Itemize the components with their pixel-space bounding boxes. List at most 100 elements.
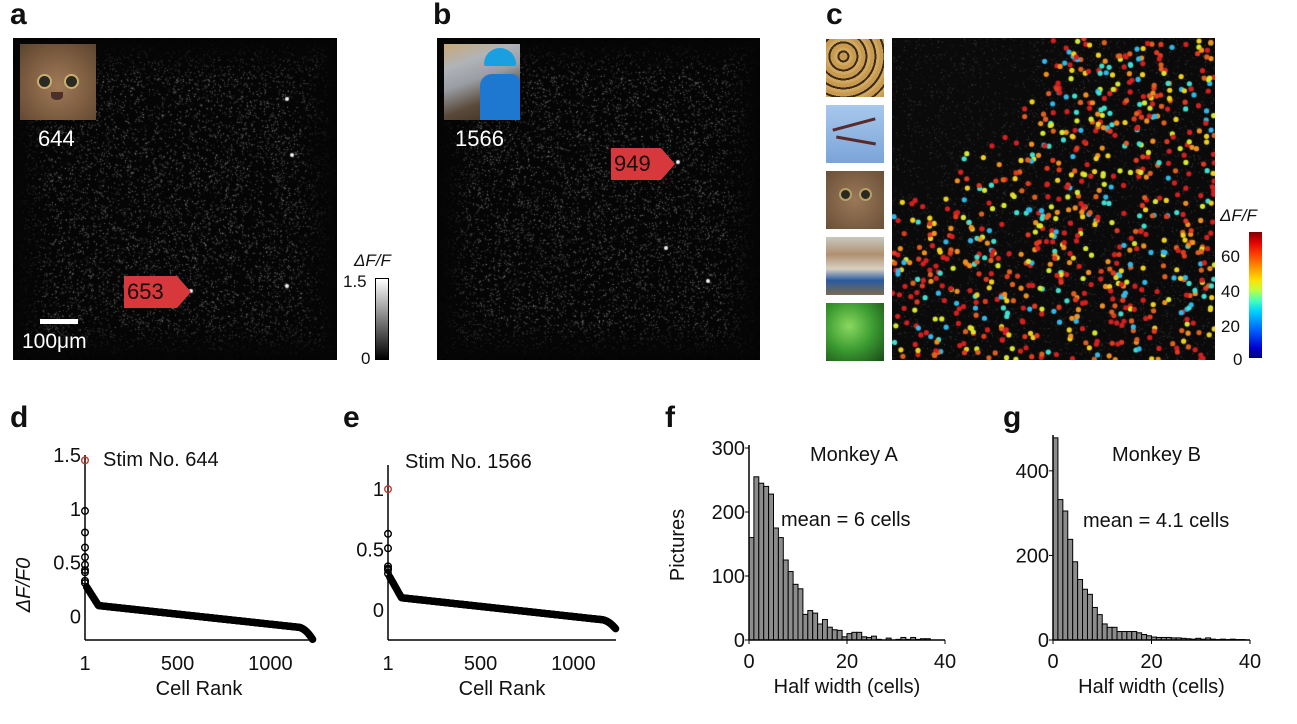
x-tick-label: 500 (464, 653, 497, 675)
histogram-bar (1121, 631, 1128, 641)
chart-title: Monkey B (1112, 444, 1201, 466)
y-tick-label: 1.5 (53, 445, 81, 467)
x-tick-label: 20 (1140, 651, 1162, 673)
data-point (384, 565, 393, 574)
kitten-eye-icon (64, 74, 79, 89)
y-tick-label: 1 (373, 479, 384, 501)
flamingo-icon (836, 135, 876, 146)
colorbar-gray (375, 278, 389, 360)
kitten-nose-icon (51, 92, 63, 100)
histogram-bar (792, 583, 799, 641)
data-point (384, 569, 393, 578)
y-tick-label: 100 (712, 566, 745, 588)
histogram-bar (797, 588, 804, 641)
x-axis-label: Cell Rank (156, 678, 244, 700)
chart-e: 1 500 1000 0 0.5 1 Cell Rank Stim No. 1566 (356, 451, 620, 700)
histogram-bar (1057, 499, 1064, 641)
histogram-bar (812, 612, 819, 641)
panel-label-a: a (10, 0, 27, 31)
histogram-bar (1111, 626, 1118, 641)
scale-bar-label: 100μm (22, 330, 87, 353)
histogram-bar (1091, 606, 1098, 641)
histogram-bar (831, 629, 838, 641)
mean-annotation: mean = 4.1 cells (1083, 510, 1229, 532)
y-tick-label: 200 (1016, 545, 1049, 567)
histogram-bar (1136, 632, 1143, 641)
histogram-bar (1126, 631, 1133, 641)
data-point (80, 578, 89, 587)
jacket-icon (480, 74, 520, 120)
x-tick-label: 40 (934, 651, 956, 673)
y-tick-label: 0.5 (356, 539, 384, 561)
highlight-point (384, 485, 393, 494)
panel-label-f: f (665, 401, 675, 434)
histogram-bar (826, 626, 833, 641)
kitten-eye-icon (839, 188, 852, 201)
kitten-eye-icon (859, 188, 872, 201)
histogram-bar (773, 527, 779, 641)
colorbar-tick-60: 60 (1221, 247, 1240, 266)
histogram-bar (777, 537, 784, 641)
data-point (80, 560, 89, 569)
chart-d: 1 500 1000 0 0.5 1 1.5 Cell Rank Stim No. 644 ΔF/… (13, 445, 317, 700)
thumbnail-boats (826, 237, 884, 295)
x-tick-label: 1 (79, 653, 90, 675)
data-point (80, 543, 89, 552)
panel-label-d: d (10, 401, 29, 434)
histogram-bar (1082, 588, 1088, 641)
histogram-bar (802, 613, 809, 641)
y-tick-label: 200 (712, 502, 745, 524)
colorbar-tick-0: 0 (1233, 350, 1243, 369)
y-tick-label: 300 (712, 438, 745, 460)
histogram-bar (1141, 634, 1148, 641)
thumbnail-worker-b (444, 44, 520, 120)
colorbar-max-a: 1.5 (343, 272, 367, 291)
histogram-bar (1067, 538, 1074, 641)
kitten-eye-icon (37, 74, 52, 89)
data-point (80, 553, 89, 562)
x-axis-label: Half width (cells) (774, 676, 921, 698)
histogram-bar (807, 610, 814, 641)
histogram-bar (1072, 561, 1079, 641)
data-point (611, 624, 620, 633)
thumbnail-kitten-c (826, 171, 884, 229)
colorbar-tick-40: 40 (1221, 282, 1240, 301)
cell-response-map (892, 38, 1215, 360)
helmet-icon (484, 48, 516, 66)
x-tick-label: 20 (836, 651, 858, 673)
histogram-bar (851, 631, 858, 641)
histogram-bar (1116, 631, 1123, 641)
mean-annotation: mean = 6 cells (781, 509, 911, 531)
microscopy-image-b: 1566 949 (437, 38, 760, 360)
x-tick-label: 1000 (551, 653, 596, 675)
histogram-bar (768, 493, 774, 641)
panel-label-e: e (343, 401, 360, 434)
colorbar-title-c: ΔF/F (1220, 206, 1257, 225)
thumbnail-kitten-a (20, 44, 96, 120)
y-axis-label: Pictures (667, 509, 689, 581)
histogram-bar (856, 631, 863, 641)
histogram-bar (753, 476, 760, 641)
histogram-bar (846, 633, 853, 641)
chart-title: Stim No. 1566 (405, 451, 532, 473)
data-point (308, 635, 317, 644)
data-point (80, 568, 89, 577)
stim-number-a: 644 (38, 126, 75, 151)
thumbnail-leaves (826, 303, 884, 361)
panel-label-c: c (826, 0, 843, 31)
histogram-bar (822, 619, 828, 641)
panel-label-b: b (433, 0, 452, 31)
colorbar-jet (1249, 232, 1262, 358)
x-tick-label: 1000 (248, 653, 293, 675)
colorbar-min-a: 0 (361, 349, 371, 368)
flamingo-icon (832, 117, 876, 132)
scale-bar (40, 319, 78, 324)
colorbar-tick-20: 20 (1221, 317, 1240, 336)
histogram-bar (1096, 614, 1103, 641)
histogram-bar (758, 482, 765, 641)
panel-label-g: g (1003, 401, 1022, 434)
x-axis-label: Half width (cells) (1078, 676, 1225, 698)
data-point (384, 544, 393, 553)
y-tick-label: 400 (1016, 461, 1049, 483)
